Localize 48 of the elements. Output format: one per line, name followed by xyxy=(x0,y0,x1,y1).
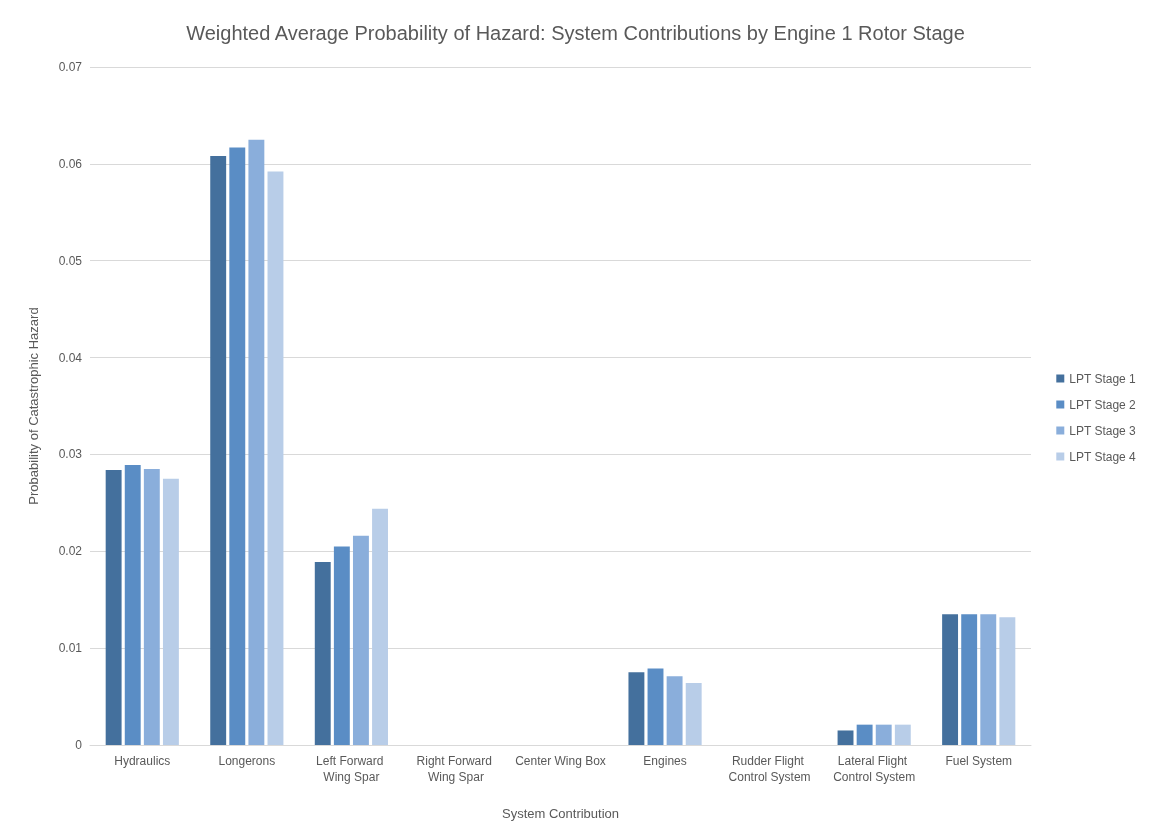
y-tick-label: 0.07 xyxy=(58,60,83,74)
bar xyxy=(942,614,959,745)
y-tick-label: 0.01 xyxy=(58,641,83,656)
y-axis-title: Probability of Catastrophic Hazard xyxy=(26,307,41,505)
x-tick-label: Rudder Flight Control System xyxy=(728,754,811,784)
bar xyxy=(856,724,873,745)
bar xyxy=(314,561,331,745)
x-tick-label: Engines xyxy=(643,754,687,768)
x-tick-label: Fuel System xyxy=(945,754,1013,768)
bar xyxy=(210,156,227,745)
bar xyxy=(628,672,645,745)
legend-label: LPT Stage 4 xyxy=(1069,449,1137,464)
bar xyxy=(229,147,246,745)
bar xyxy=(267,171,284,745)
legend-label: LPT Stage 2 xyxy=(1069,397,1137,412)
bar xyxy=(999,617,1016,745)
bar xyxy=(685,683,702,745)
chart-title: Weighted Average Probability of Hazard: System Contributions by Engine 1 Rotor Stage xyxy=(186,22,965,44)
bar xyxy=(837,730,854,745)
bar xyxy=(162,478,179,745)
bar xyxy=(894,724,911,745)
y-tick-label: 0.06 xyxy=(58,156,83,171)
x-tick-label: Left Forward Wing Spar xyxy=(316,754,387,784)
y-tick-label: 0.04 xyxy=(58,350,83,365)
x-tick-label: Lateral Flight Control System xyxy=(833,754,916,784)
y-tick-label: 0 xyxy=(75,738,83,752)
bar xyxy=(875,724,892,745)
bar xyxy=(961,614,978,745)
bar xyxy=(143,468,160,745)
legend-label: LPT Stage 1 xyxy=(1069,371,1137,386)
x-tick-label: Right Forward Wing Spar xyxy=(416,754,496,784)
bar xyxy=(666,676,683,745)
x-tick-label: Longerons xyxy=(218,754,276,768)
bar xyxy=(372,508,388,745)
bar xyxy=(980,614,997,745)
legend-label: LPT Stage 3 xyxy=(1069,423,1137,438)
bar xyxy=(647,668,664,745)
bar xyxy=(352,535,369,745)
bar xyxy=(333,546,350,745)
bar xyxy=(105,469,122,745)
y-tick-label: 0.03 xyxy=(58,447,83,462)
x-tick-label: Hydraulics xyxy=(114,754,171,768)
bar xyxy=(124,465,141,745)
y-tick-label: 0.02 xyxy=(58,544,83,559)
bar xyxy=(248,139,265,745)
y-tick-label: 0.05 xyxy=(58,253,83,268)
x-axis-title: System Contribution xyxy=(501,806,620,821)
x-tick-label: Center Wing Box xyxy=(515,754,606,768)
